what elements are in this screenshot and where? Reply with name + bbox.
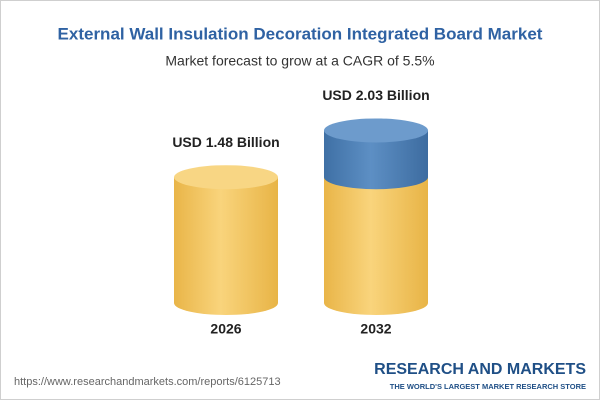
cylinder-top bbox=[324, 118, 428, 143]
cylinder-growth-body bbox=[324, 130, 428, 190]
category-label: 2026 bbox=[210, 321, 241, 337]
cylinder-top bbox=[174, 165, 278, 190]
tagline: THE WORLD'S LARGEST MARKET RESEARCH STOR… bbox=[390, 382, 586, 391]
source-url: https://www.researchandmarkets.com/repor… bbox=[14, 376, 281, 388]
value-label: USD 2.03 Billion bbox=[322, 87, 429, 103]
cylinder-base-body bbox=[324, 177, 428, 315]
value-label: USD 1.48 Billion bbox=[172, 134, 279, 150]
chart-title: External Wall Insulation Decoration Inte… bbox=[58, 24, 543, 43]
chart-subtitle: Market forecast to grow at a CAGR of 5.5… bbox=[165, 53, 434, 69]
cylinder-body bbox=[174, 177, 278, 315]
category-label: 2032 bbox=[360, 321, 391, 337]
brand: RESEARCH AND MARKETS bbox=[374, 361, 586, 378]
